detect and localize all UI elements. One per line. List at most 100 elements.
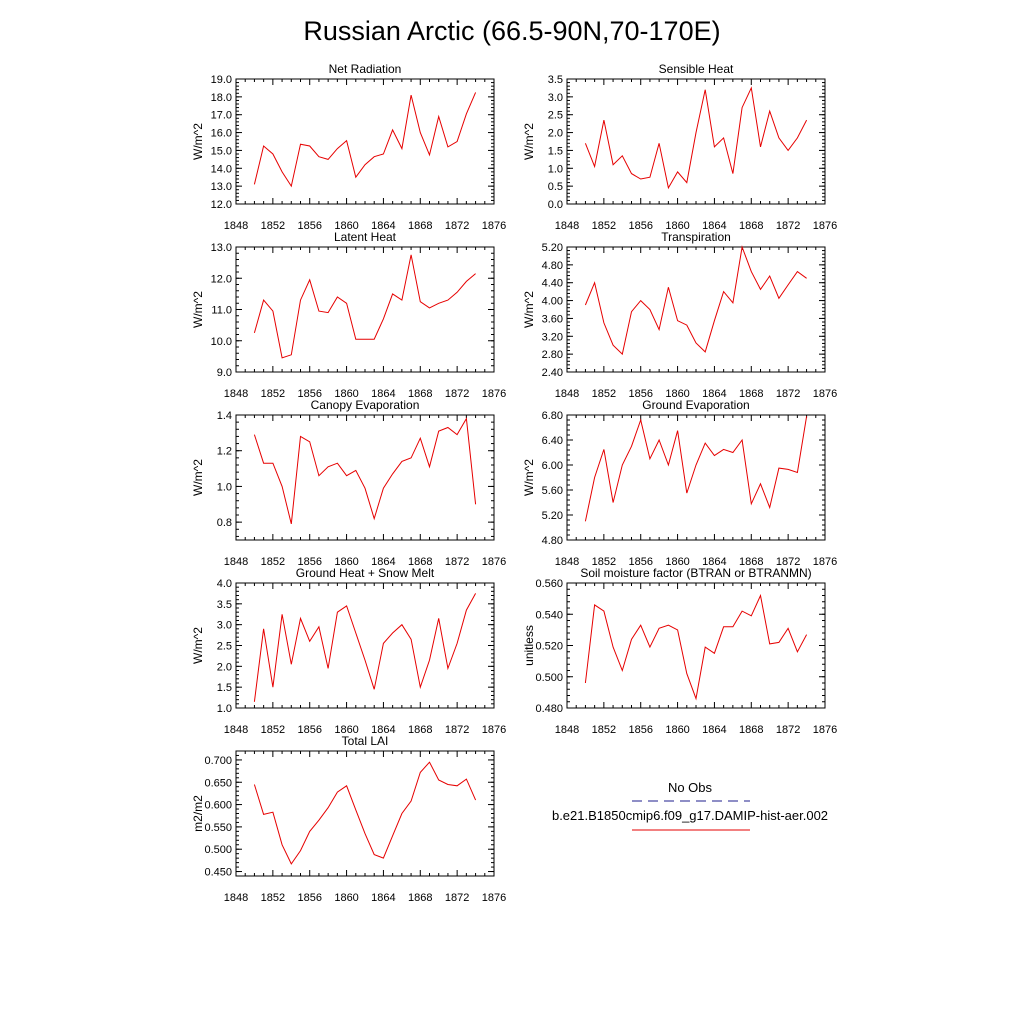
y-tick-label: 19.0 [211,74,232,86]
x-tick-label: 1864 [371,220,395,232]
panel-frame [566,414,826,541]
y-tick-label: 2.0 [217,661,232,673]
x-tick-label: 1872 [776,724,800,736]
y-tick-label: 0.550 [204,822,232,834]
legend-obs-label: No Obs [668,780,713,795]
y-tick-label: 2.0 [548,128,563,140]
x-tick-label: 1848 [555,388,579,400]
x-tick-label: 1864 [702,556,726,568]
y-axis-label: unitless [522,625,536,666]
panel-title: Transpiration [661,230,731,244]
y-tick-label: 13.0 [211,242,232,254]
x-tick-label: 1848 [555,724,579,736]
y-axis-label: W/m^2 [522,291,536,328]
y-tick-label: 3.0 [548,92,563,104]
y-tick-label: 3.20 [542,331,563,343]
y-tick-label: 0.600 [204,800,232,812]
y-tick-label: 1.5 [548,145,563,157]
panel-2: Sensible Heat W/m^2 1848 1852 1856 1860 1864 18… [522,62,837,232]
x-tick-label: 1848 [555,220,579,232]
y-tick-label: 6.80 [542,410,563,422]
x-tick-label: 1860 [334,892,358,904]
x-tick-label: 1872 [776,388,800,400]
y-tick-label: 4.40 [542,278,563,290]
x-tick-label: 1852 [261,220,285,232]
x-tick-label: 1852 [592,388,616,400]
y-tick-label: 11.0 [211,305,232,317]
x-tick-label: 1876 [482,724,506,736]
x-tick-label: 1868 [408,220,432,232]
y-tick-label: 2.40 [542,367,563,379]
y-tick-label: 1.5 [217,682,232,694]
series-line [253,92,477,188]
panel-3: Latent Heat W/m^2 1848 1852 1856 1860 1864 1868… [191,230,506,400]
x-tick-label: 1868 [408,724,432,736]
y-tick-label: 0.0 [548,199,563,211]
y-tick-label: 0.520 [535,641,563,653]
y-tick-label: 16.0 [211,128,232,140]
panel-7: Ground Heat + Snow Melt W/m^2 1848 1852 1856… [191,566,506,736]
y-tick-label: 17.0 [211,110,232,122]
x-tick-label: 1848 [224,220,248,232]
panel-6: Ground Evaporation W/m^2 1848 1852 1856 1860 1… [522,398,837,568]
x-tick-label: 1864 [702,388,726,400]
x-tick-label: 1860 [665,388,689,400]
y-tick-label: 1.4 [217,410,232,422]
x-tick-label: 1856 [628,220,652,232]
y-tick-label: 0.560 [535,578,563,590]
y-tick-label: 12.0 [211,199,232,211]
panels: Net Radiation W/m^2 1848 1852 1856 1860 1864 18… [191,62,837,904]
x-tick-label: 1860 [665,556,689,568]
x-tick-label: 1848 [224,556,248,568]
y-tick-label: 0.480 [535,703,563,715]
x-tick-label: 1856 [297,556,321,568]
y-tick-label: 0.540 [535,609,563,621]
x-tick-label: 1860 [334,220,358,232]
y-tick-label: 3.5 [548,74,563,86]
panel-title: Soil moisture factor (BTRAN or BTRANMN) [580,566,811,580]
panel-title: Net Radiation [329,62,402,76]
x-tick-label: 1852 [261,724,285,736]
panel-title: Ground Evaporation [642,398,749,412]
panel-1: Net Radiation W/m^2 1848 1852 1856 1860 1864 18… [191,62,506,232]
x-tick-label: 1856 [297,220,321,232]
y-tick-label: 3.60 [542,313,563,325]
x-tick-label: 1872 [445,220,469,232]
panel-5: Canopy Evaporation W/m^2 1848 1852 1856 1860 1… [191,398,506,568]
x-tick-label: 1872 [445,556,469,568]
y-tick-label: 5.60 [542,485,563,497]
y-tick-label: 1.0 [217,481,232,493]
y-tick-label: 1.2 [217,446,232,458]
x-tick-label: 1856 [628,724,652,736]
y-tick-label: 14.0 [211,163,232,175]
x-tick-label: 1848 [224,724,248,736]
x-tick-label: 1876 [482,388,506,400]
x-tick-label: 1872 [776,556,800,568]
x-tick-label: 1868 [739,556,763,568]
y-tick-label: 4.0 [217,578,232,590]
x-tick-label: 1860 [334,556,358,568]
legend: No Obs b.e21.B1850cmip6.f09_g17.DAMIP-hi… [552,780,828,831]
y-tick-label: 10.0 [211,336,232,348]
y-axis-label: W/m^2 [191,291,205,328]
x-tick-label: 1856 [297,892,321,904]
y-tick-label: 0.700 [204,755,232,767]
x-tick-label: 1856 [628,556,652,568]
series-line [584,245,807,356]
x-tick-label: 1876 [813,556,837,568]
y-tick-label: 2.80 [542,349,563,361]
panel-title: Canopy Evaporation [311,398,420,412]
series-line [584,593,808,701]
series-line [584,416,808,522]
x-tick-label: 1868 [408,388,432,400]
x-tick-label: 1876 [482,556,506,568]
y-tick-label: 0.650 [204,777,232,789]
y-tick-label: 15.0 [211,145,232,157]
y-tick-label: 6.40 [542,435,563,447]
panel-9: Total LAI m2/m2 1848 1852 1856 1860 1864 1868 18… [191,734,506,904]
y-tick-label: 6.00 [542,460,563,472]
panel-title: Sensible Heat [659,62,734,76]
x-tick-label: 1868 [408,556,432,568]
x-tick-label: 1856 [297,388,321,400]
x-tick-label: 1856 [297,724,321,736]
